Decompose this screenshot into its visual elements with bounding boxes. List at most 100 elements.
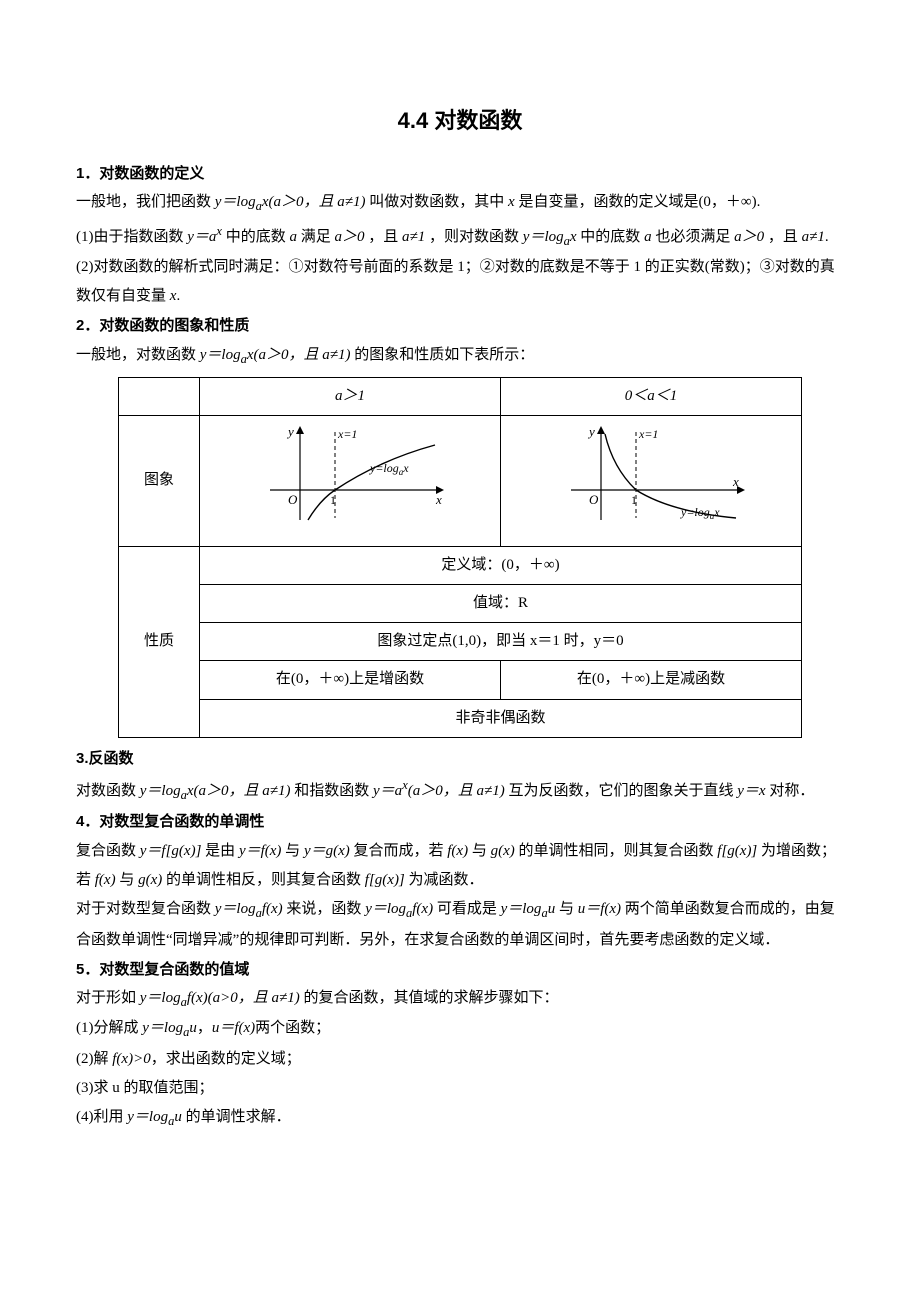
text: 对于形如 xyxy=(76,990,140,1006)
svg-text:1: 1 xyxy=(330,493,336,507)
svg-text:x=1: x=1 xyxy=(638,427,658,441)
text: ， xyxy=(197,1020,212,1036)
text: 的图象和性质如下表所示： xyxy=(354,347,534,363)
col-header-a-gt-1: a＞1 xyxy=(200,378,501,416)
math-expr: y＝logax xyxy=(523,229,577,245)
table-row: 性质 定义域：(0，＋∞) xyxy=(119,546,802,584)
log-graph-inc-icon: y x O 1 x=1 y=logax xyxy=(240,420,460,530)
text: 和指数函数 xyxy=(294,783,373,799)
svg-text:x: x xyxy=(435,492,442,507)
table-row: 非奇非偶函数 xyxy=(119,699,802,737)
math-expr: y＝logax xyxy=(140,783,194,799)
text: ，求出函数的定义域； xyxy=(151,1051,301,1067)
text: (4)利用 xyxy=(76,1109,127,1125)
section-2-heading: 2．对数函数的图象和性质 xyxy=(76,311,844,340)
math-expr: f[g(x)] xyxy=(365,872,405,888)
cell-increasing: 在(0，＋∞)上是增函数 xyxy=(200,661,501,699)
math-cond: a≠1 xyxy=(802,229,825,245)
page: 4.4 对数函数 1．对数函数的定义 一般地，我们把函数 y＝logax(a＞0… xyxy=(0,0,920,1302)
page-title: 4.4 对数函数 xyxy=(76,100,844,143)
math-expr: y＝logaf(x) xyxy=(215,901,283,917)
text: 也必须满足 xyxy=(655,229,734,245)
section-5-heading: 5．对数型复合函数的值域 xyxy=(76,955,844,984)
s5-l1: (1)分解成 y＝logau，u＝f(x)两个函数； xyxy=(76,1014,844,1044)
text: 复合函数 xyxy=(76,843,140,859)
text: (1)分解成 xyxy=(76,1020,142,1036)
math-expr: g(x) xyxy=(491,843,515,859)
cell-fixed-point: 图象过定点(1,0)，即当 x＝1 时，y＝0 xyxy=(200,623,802,661)
text: 的复合函数，其值域的求解步骤如下： xyxy=(304,990,559,1006)
math-expr: y＝ax xyxy=(373,783,408,799)
properties-table: a＞1 0＜a＜1 图象 y x O 1 x=1 y= xyxy=(118,377,802,738)
log-graph-dec-icon: y x O 1 x=1 y=logax xyxy=(541,420,761,530)
math-cond: (a＞0，且 a≠1) xyxy=(269,194,366,210)
math-expr: y＝logax xyxy=(215,194,269,210)
section-4-heading: 4．对数型复合函数的单调性 xyxy=(76,807,844,836)
s1-p1: 一般地，我们把函数 y＝logax(a＞0，且 a≠1) 叫做对数函数，其中 x… xyxy=(76,188,844,218)
section-3-heading: 3.反函数 xyxy=(76,744,844,773)
svg-text:O: O xyxy=(288,492,298,507)
text: (2)对数函数的解析式同时满足：①对数符号前面的系数是 1；②对数的底数是不等于… xyxy=(76,259,835,304)
math-expr: y＝logau xyxy=(142,1020,197,1036)
text: 是由 xyxy=(205,843,239,859)
svg-text:y=logax: y=logax xyxy=(680,505,720,521)
math-expr: u＝f(x) xyxy=(212,1020,255,1036)
math-expr: f(x) xyxy=(447,843,468,859)
text: 叫做对数函数，其中 xyxy=(369,194,508,210)
text: 互为反函数，它们的图象关于直线 xyxy=(508,783,737,799)
math-expr: y＝g(x) xyxy=(304,843,350,859)
table-row: a＞1 0＜a＜1 xyxy=(119,378,802,416)
s4-p2: 对于对数型复合函数 y＝logaf(x) 来说，函数 y＝logaf(x) 可看… xyxy=(76,895,844,955)
math-expr: y＝logaf(x) xyxy=(365,901,433,917)
s5-l2: (2)解 f(x)>0，求出函数的定义域； xyxy=(76,1045,844,1074)
math-cond: a＞0 xyxy=(335,229,365,245)
var-a: a xyxy=(644,229,652,245)
cell-decreasing: 在(0，＋∞)上是减函数 xyxy=(501,661,802,699)
var-x: x xyxy=(508,194,515,210)
math-expr: g(x) xyxy=(138,872,162,888)
text: 与 xyxy=(472,843,491,859)
text: 一般地，我们把函数 xyxy=(76,194,215,210)
text: 与 xyxy=(119,872,138,888)
text: ，且 xyxy=(368,229,402,245)
s1-p2: (1)由于指数函数 y＝ax 中的底数 a 满足 a＞0 ，且 a≠1 ，则对数… xyxy=(76,219,844,253)
s2-p1: 一般地，对数函数 y＝logax(a＞0，且 a≠1) 的图象和性质如下表所示： xyxy=(76,341,844,371)
svg-text:1: 1 xyxy=(631,493,637,507)
graph-decreasing: y x O 1 x=1 y=logax xyxy=(501,416,802,546)
math-expr: y＝f(x) xyxy=(239,843,281,859)
s5-p1: 对于形如 y＝logaf(x)(a>0，且 a≠1) 的复合函数，其值域的求解步… xyxy=(76,984,844,1014)
math-expr: y＝f[g(x)] xyxy=(140,843,202,859)
s3-p1: 对数函数 y＝logax(a＞0，且 a≠1) 和指数函数 y＝ax(a＞0，且… xyxy=(76,773,844,807)
text: 对于对数型复合函数 xyxy=(76,901,215,917)
math-cond: (a＞0，且 a≠1) xyxy=(194,783,291,799)
table-row: 值域：R xyxy=(119,584,802,622)
text: 复合而成，若 xyxy=(354,843,448,859)
math-cond: (a>0，且 a≠1) xyxy=(208,990,300,1006)
text: ，且 xyxy=(768,229,802,245)
text: 对数函数 xyxy=(76,783,140,799)
text: 两个函数； xyxy=(255,1020,330,1036)
text: 来说，函数 xyxy=(286,901,365,917)
text: ，则对数函数 xyxy=(429,229,523,245)
text: (1)由于指数函数 xyxy=(76,229,187,245)
svg-text:O: O xyxy=(589,492,599,507)
text: 是自变量，函数的定义域是(0，＋∞). xyxy=(515,194,761,210)
math-expr: f(x) xyxy=(95,872,116,888)
s1-p3: (2)对数函数的解析式同时满足：①对数符号前面的系数是 1；②对数的底数是不等于… xyxy=(76,253,844,312)
math-expr: y＝logau xyxy=(501,901,556,917)
svg-text:y: y xyxy=(286,424,294,439)
cell-domain: 定义域：(0，＋∞) xyxy=(200,546,802,584)
table-row: 图象 y x O 1 x=1 y=logax xyxy=(119,416,802,546)
math-cond: (a＞0，且 a≠1) xyxy=(408,783,505,799)
row-label-properties: 性质 xyxy=(119,546,200,737)
math-expr: u＝f(x) xyxy=(578,901,621,917)
table-row: 图象过定点(1,0)，即当 x＝1 时，y＝0 xyxy=(119,623,802,661)
s4-p1: 复合函数 y＝f[g(x)] 是由 y＝f(x) 与 y＝g(x) 复合而成，若… xyxy=(76,837,844,896)
math-expr: y＝logaf(x) xyxy=(140,990,208,1006)
text: 的单调性求解． xyxy=(182,1109,291,1125)
math-expr: f[g(x)] xyxy=(717,843,757,859)
text: 可看成是 xyxy=(437,901,501,917)
text: (2)解 xyxy=(76,1051,112,1067)
text: 的单调性相反，则其复合函数 xyxy=(166,872,365,888)
math-expr: y＝logax xyxy=(200,347,254,363)
